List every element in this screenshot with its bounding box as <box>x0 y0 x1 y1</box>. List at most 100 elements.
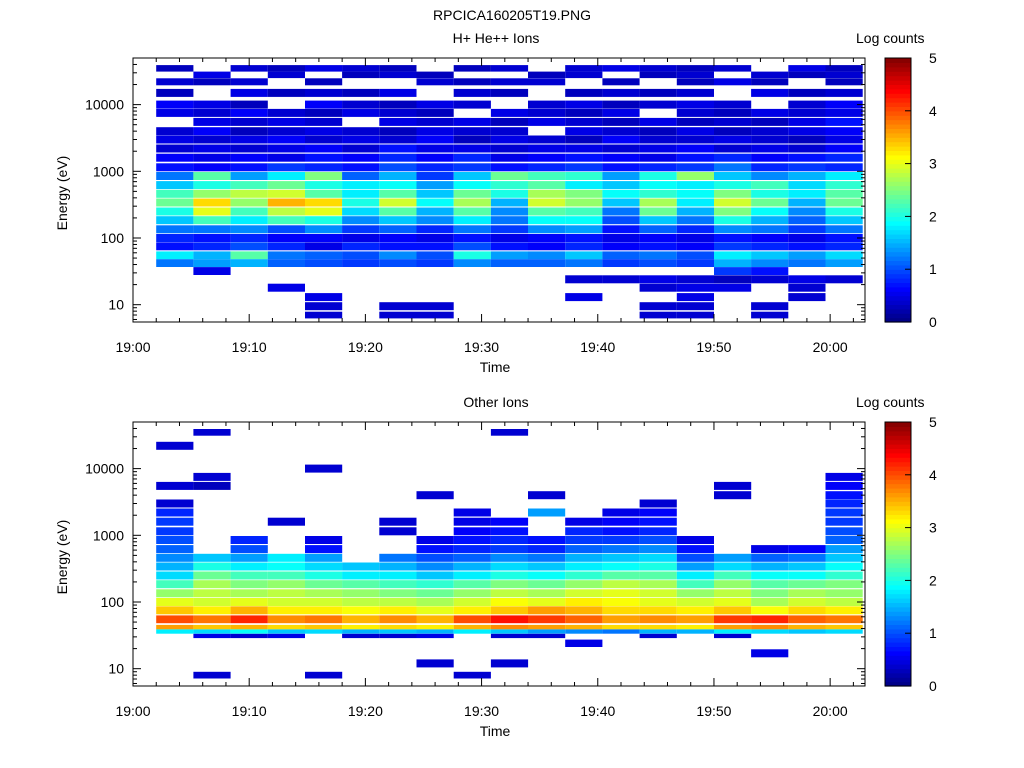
panel-1-cell <box>193 259 231 267</box>
panel-2-cell <box>825 571 863 580</box>
panel-1-cell <box>490 88 529 97</box>
panel-1-cell <box>639 311 677 319</box>
panel-2-cell <box>156 562 194 571</box>
panel-1-cell <box>639 275 677 284</box>
panel-1-cell <box>453 88 491 97</box>
panel-2-cell <box>379 624 417 630</box>
panel-1-cell <box>230 127 268 136</box>
panel-1-cell <box>676 216 714 225</box>
panel-1-cell <box>305 198 343 207</box>
panel-2-cell <box>156 441 194 450</box>
panel-2-colorbar-tick-label: 4 <box>929 467 937 483</box>
panel-1-cell <box>825 275 863 284</box>
panel-1-cell <box>565 163 603 172</box>
panel-2-colorbar-segment <box>885 466 911 471</box>
panel-1-colorbar-segment <box>885 71 911 77</box>
panel-1-cell <box>788 172 826 180</box>
figure-title: RPCICA160205T19.PNG <box>433 7 591 23</box>
panel-2-colorbar-segment <box>885 637 911 643</box>
panel-2-cell <box>156 545 194 554</box>
panel-2-cell <box>825 499 863 508</box>
panel-1-cell <box>788 207 826 216</box>
panel-2-cell <box>565 606 603 615</box>
panel-1-cell <box>305 127 343 136</box>
panel-1-colorbar-tick-label: 1 <box>929 261 937 277</box>
panel-1-cell <box>676 242 714 251</box>
panel-1-cell <box>193 100 231 109</box>
panel-2-cell <box>751 624 789 630</box>
panel-1-cell <box>453 117 491 126</box>
panel-1-cell <box>602 144 640 153</box>
panel-2-cell <box>528 508 566 517</box>
panel-1-colorbar-segment <box>885 247 911 253</box>
panel-1-cell <box>602 275 640 284</box>
panel-2-colorbar-segment <box>885 567 911 573</box>
panel-1-cell <box>602 117 640 126</box>
panel-1-cell <box>639 234 677 242</box>
panel-1-cell <box>267 251 305 260</box>
panel-1-cell <box>714 100 752 109</box>
panel-1-cell <box>193 117 231 126</box>
panel-1-cell <box>379 153 417 162</box>
panel-1-cell <box>267 181 305 190</box>
panel-2-colorbar-tick-label: 1 <box>929 625 937 641</box>
panel-2-cell <box>825 580 863 589</box>
panel-1-cell <box>342 198 380 207</box>
panel-2-cell <box>639 580 677 589</box>
panel-2-colorbar-segment <box>885 549 911 555</box>
panel-2-cell <box>825 629 863 634</box>
panel-1-cell <box>379 302 417 311</box>
panel-2-colorbar-segment <box>885 514 911 520</box>
panel-2-cell <box>825 545 863 554</box>
panel-1-cell <box>342 181 380 190</box>
panel-1-cell <box>751 267 789 275</box>
panel-1-cell <box>305 259 343 267</box>
panel-1-cell <box>751 108 789 117</box>
panel-2-x-tick-label: 19:40 <box>580 703 615 719</box>
panel-1-cell <box>565 117 603 126</box>
panel-1-cell <box>230 225 268 234</box>
panel-1-colorbar-segment <box>885 295 911 301</box>
panel-2-cell <box>528 536 566 544</box>
panel-2-x-axis-label: Time <box>479 723 511 739</box>
panel-1-cell <box>676 172 714 180</box>
panel-2-colorbar-segment <box>885 642 911 647</box>
panel-1-cell <box>490 127 529 136</box>
panel-1-cell <box>528 71 566 79</box>
panel-2-cell <box>788 545 826 554</box>
panel-1-cell <box>676 302 714 311</box>
panel-1-cell <box>342 127 380 136</box>
panel-2-cell <box>156 629 194 634</box>
panel-1-cell <box>788 234 826 242</box>
panel-1-cell <box>453 78 491 86</box>
panel-1-cell <box>416 251 454 260</box>
panel-1-cell <box>714 216 752 225</box>
panel-1-cell <box>156 100 194 109</box>
panel-1-cell <box>416 225 454 234</box>
panel-2-cell <box>751 606 789 615</box>
panel-2-cell <box>602 527 640 536</box>
panel-1-cell <box>565 135 603 144</box>
panel-2-x-tick-label: 20:00 <box>813 703 848 719</box>
panel-2-cell <box>676 571 714 580</box>
panel-1-cell <box>602 153 640 162</box>
panel-1-cell <box>714 117 752 126</box>
panel-1-cell <box>156 225 194 234</box>
panel-1-cell <box>788 216 826 225</box>
panel-2-cell <box>230 624 268 630</box>
panel-1-cell <box>602 108 640 117</box>
panel-1-cell <box>528 234 566 242</box>
panel-2-cell <box>528 633 566 639</box>
panel-1-cell <box>416 181 454 190</box>
panel-1-cell <box>639 302 677 311</box>
panel-2-cell <box>490 545 529 554</box>
panel-2-cell <box>490 536 529 544</box>
panel-2-cell <box>714 615 752 624</box>
panel-1-colorbar-frame <box>884 57 912 323</box>
panel-1-cell <box>156 78 194 86</box>
panel-1-cell <box>267 88 305 97</box>
panel-2-cell <box>714 571 752 580</box>
panel-2-cell <box>602 629 640 634</box>
panel-1-cell <box>676 163 714 172</box>
panel-2-cell <box>230 615 268 624</box>
